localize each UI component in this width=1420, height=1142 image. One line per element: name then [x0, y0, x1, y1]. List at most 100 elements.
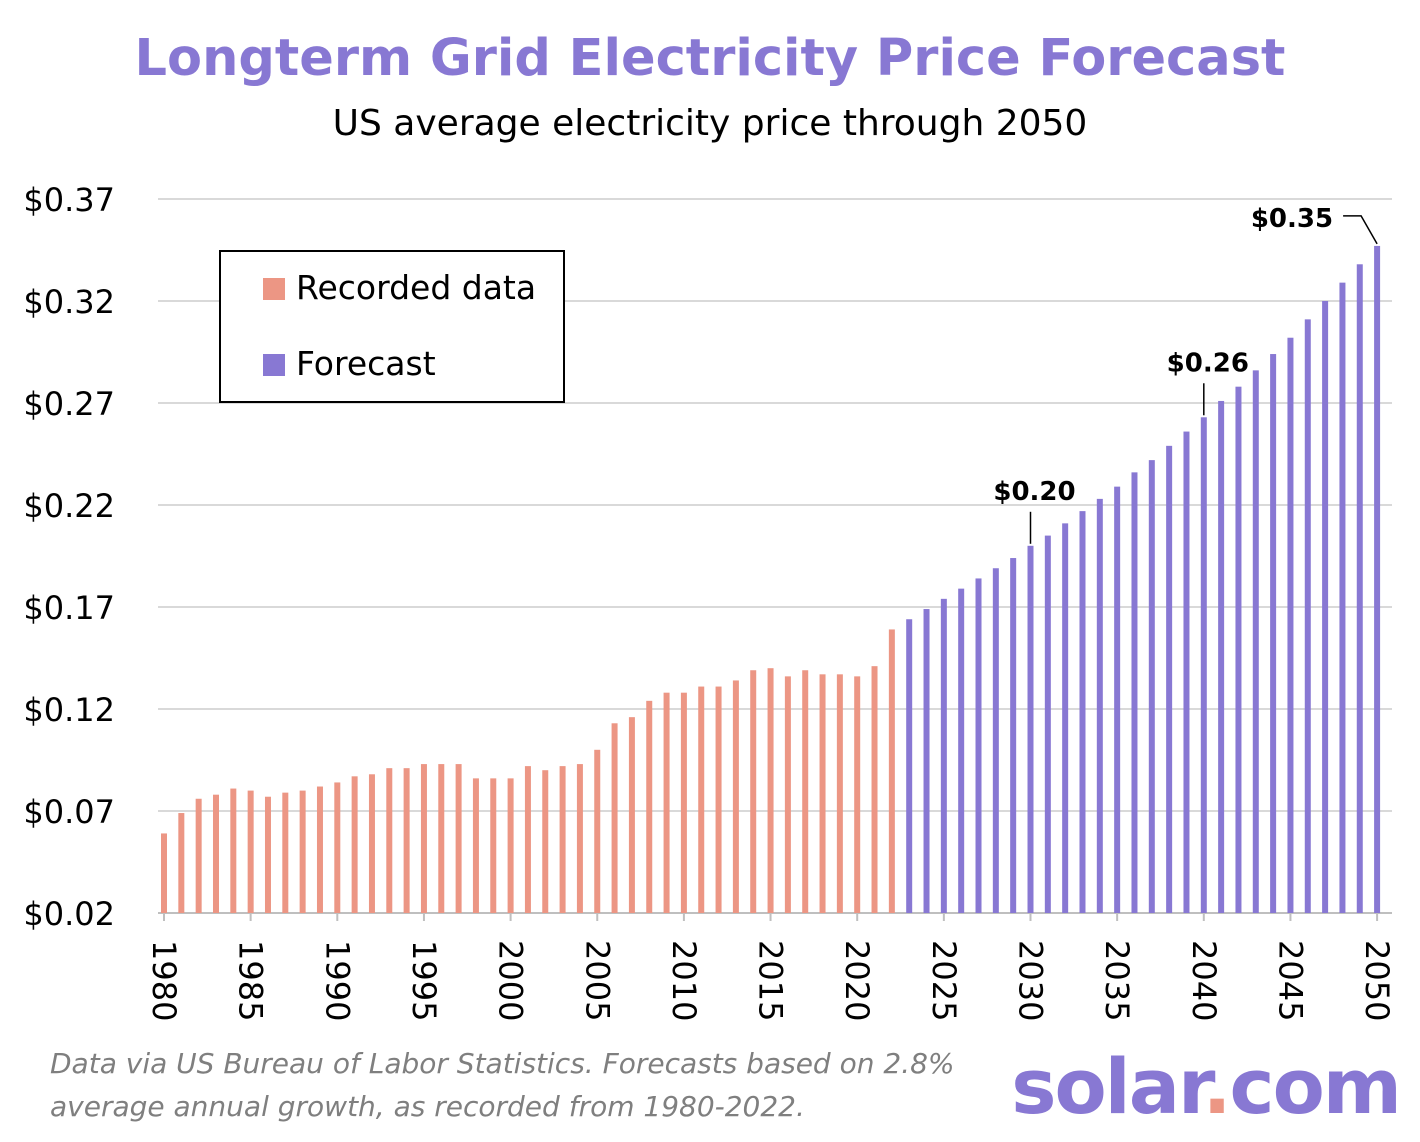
y-tick-label: $0.12 — [23, 691, 115, 729]
bar-recorded — [732, 680, 739, 913]
bar-forecast — [1252, 370, 1259, 913]
bar-recorded — [750, 670, 757, 913]
footer-line-2: average annual growth, as recorded from … — [50, 1090, 805, 1123]
bar-recorded — [576, 764, 583, 913]
bar-forecast — [940, 598, 947, 913]
bar-recorded — [819, 674, 826, 913]
x-tick-label: 2025 — [925, 940, 963, 1021]
bar-recorded — [784, 676, 791, 913]
bar-recorded — [646, 700, 653, 913]
brand-logo: solar.com — [1011, 1042, 1400, 1131]
bar-forecast — [1235, 386, 1242, 913]
bar-recorded — [299, 790, 306, 913]
bar-recorded — [524, 766, 531, 913]
bar-recorded — [386, 768, 393, 913]
bar-recorded — [663, 692, 670, 913]
bar-forecast — [1079, 511, 1086, 913]
x-tick-label: 2015 — [752, 940, 790, 1021]
legend-swatch-recorded — [263, 278, 285, 300]
bar-forecast — [1200, 417, 1207, 913]
bar-forecast — [992, 568, 999, 913]
bar-forecast — [923, 609, 930, 913]
legend: Recorded data Forecast — [219, 250, 565, 403]
bar-forecast — [1356, 264, 1363, 913]
bar-forecast — [1044, 535, 1051, 913]
x-tick-label: 1995 — [405, 940, 443, 1021]
chart-title: Longterm Grid Electricity Price Forecast — [135, 29, 1286, 88]
bar-recorded — [368, 774, 375, 913]
x-tick-label: 2020 — [838, 940, 876, 1021]
y-tick-label: $0.32 — [23, 283, 115, 321]
bar-forecast — [1339, 282, 1346, 913]
annotation-label: $0.26 — [1167, 348, 1249, 378]
bar-recorded — [507, 778, 514, 913]
bar-forecast — [1131, 472, 1138, 913]
bar-forecast — [1166, 445, 1173, 913]
bar-recorded — [472, 778, 479, 913]
bar-forecast — [1148, 460, 1155, 913]
chart-subtitle: US average electricity price through 205… — [333, 103, 1088, 144]
annotations: $0.20 $0.26 $0.35 — [993, 204, 1378, 544]
bar-recorded — [871, 666, 878, 913]
bar-forecast — [975, 578, 982, 913]
x-tick-label: 2050 — [1358, 940, 1396, 1021]
y-tick-label: $0.02 — [23, 895, 115, 933]
legend-swatch-forecast — [263, 354, 285, 376]
bar-recorded — [888, 629, 895, 913]
bar-recorded — [195, 798, 202, 913]
x-tick-label: 2010 — [665, 940, 703, 1021]
bar-recorded — [178, 813, 185, 913]
bar-recorded — [282, 792, 289, 913]
bar-recorded — [836, 674, 843, 913]
bar-recorded — [351, 776, 358, 913]
bar-recorded — [680, 692, 687, 913]
bar-recorded — [420, 764, 427, 913]
y-tick-label: $0.27 — [23, 385, 115, 423]
brand-dot: . — [1203, 1042, 1230, 1131]
bar-forecast — [1218, 400, 1225, 914]
bar-forecast — [906, 619, 913, 913]
x-tick-label: 2000 — [492, 940, 530, 1021]
bar-recorded — [490, 778, 497, 913]
annotation-label: $0.20 — [993, 477, 1075, 507]
bars — [161, 245, 1381, 921]
annotation-leader — [1343, 215, 1378, 245]
x-tick-label: 2040 — [1185, 940, 1223, 1021]
annotation-label: $0.35 — [1251, 204, 1333, 234]
x-tick-label: 2030 — [1012, 940, 1050, 1021]
bar-recorded — [316, 786, 323, 913]
bar-forecast — [1270, 354, 1277, 913]
footer-line-1: Data via US Bureau of Labor Statistics. … — [50, 1047, 955, 1080]
bar-recorded — [230, 788, 237, 913]
brand-name-part2: com — [1230, 1042, 1400, 1131]
bar-forecast — [1027, 545, 1034, 913]
bar-recorded — [438, 764, 445, 913]
legend-label-forecast: Forecast — [296, 344, 436, 383]
bar-forecast — [1096, 498, 1103, 913]
x-axis-ticks: 1980 1985 1990 1995 2000 2005 2010 2015 2020 2025… — [145, 940, 1396, 1021]
y-tick-label: $0.17 — [23, 589, 115, 627]
bar-forecast — [1304, 319, 1311, 913]
bar-forecast — [1062, 523, 1069, 913]
x-tick-label: 2035 — [1098, 940, 1136, 1021]
bar-recorded — [161, 833, 167, 913]
bar-forecast — [1374, 245, 1381, 914]
bar-recorded — [611, 723, 618, 913]
x-tick-label: 2005 — [578, 940, 616, 1021]
bar-forecast — [1183, 431, 1190, 913]
bar-recorded — [854, 676, 861, 913]
bar-forecast — [1322, 301, 1329, 913]
bar-recorded — [334, 782, 341, 913]
legend-label-recorded: Recorded data — [296, 268, 536, 307]
bar-recorded — [628, 717, 635, 913]
bar-recorded — [767, 668, 774, 913]
y-tick-label: $0.37 — [23, 181, 115, 219]
bar-forecast — [958, 588, 965, 913]
x-tick-label: 1985 — [232, 940, 270, 1021]
bar-recorded — [698, 686, 705, 913]
y-axis-ticks: $0.37 $0.32 $0.27 $0.22 $0.17 $0.12 $0.07 $0.02 — [23, 181, 115, 933]
x-tick-label: 1990 — [318, 940, 356, 1021]
bar-recorded — [264, 796, 271, 913]
bar-recorded — [212, 794, 219, 913]
